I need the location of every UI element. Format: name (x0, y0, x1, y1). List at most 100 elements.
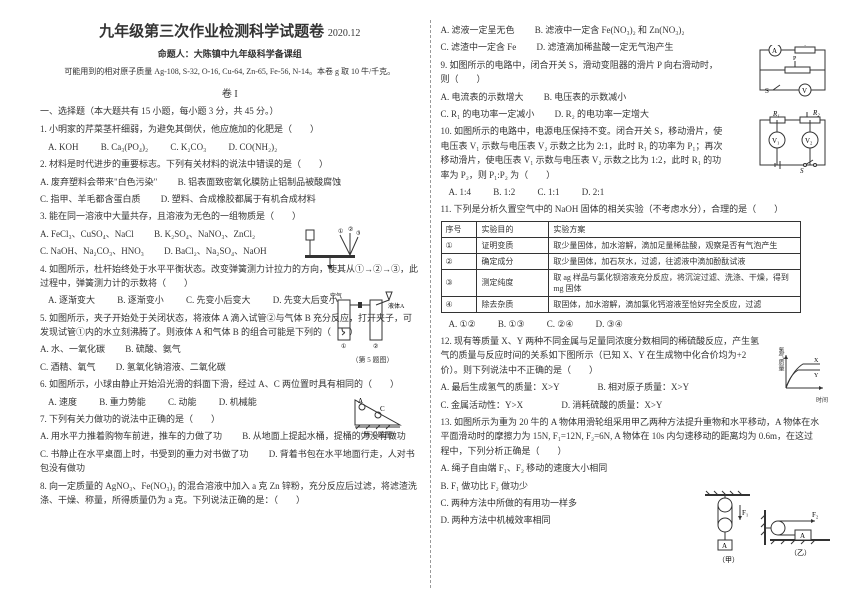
q11-A: A. ①② (449, 317, 476, 331)
svg-text:V: V (802, 87, 807, 95)
svg-text:Y: Y (814, 373, 819, 379)
q12-B: B. 相对原子质量：X>Y (598, 382, 690, 392)
svg-text:C: C (380, 405, 385, 413)
svg-text:F₁: F₁ (742, 509, 748, 517)
q5-C: C. 酒精、氧气 (40, 362, 96, 372)
q2-C: C. 指甲、羊毛都含蛋白质 (40, 194, 141, 204)
q3-B: B. K₂SO₄、NaNO₃、ZnCl₂ (154, 229, 255, 239)
svg-text:③: ③ (356, 230, 360, 237)
svg-text:R₁: R₁ (800, 45, 806, 47)
svg-text:②: ② (373, 343, 378, 350)
q4-C: C. 先变小后变大 (186, 293, 251, 307)
q2-stem: 2. 材料是时代进步的重要标志。下列有关材料的说法中错误的是（ ） (40, 157, 420, 171)
tube-diagram: ① ② 空气 液体A （第 5 题图） (330, 290, 415, 365)
q9-stem: 9. 如图所示的电路中，闭合开关 S，滑动变阻器的滑片 P 向右滑动时，则（ ） (441, 58, 726, 87)
q12-A: A. 最后生成氢气的质量：X>Y (441, 382, 560, 392)
svg-text:F₂: F₂ (812, 511, 819, 519)
svg-text:S: S (800, 167, 804, 175)
q6-stem: 6. 如图所示，小球由静止开始沿光滑的斜面下滑，经过 A、C 两位置时具有相同的… (40, 377, 420, 391)
svg-text:P: P (793, 56, 797, 62)
r4c1: ④ (441, 296, 477, 312)
q13-A: A. 绳子自由端 F₁、F₂ 移动的速度大小相同 (441, 461, 821, 475)
q4-B: B. 逐渐变小 (117, 293, 164, 307)
svg-text:（乙）: （乙） (790, 549, 811, 557)
q2-B: B. 铝表面致密氧化膜防止铝制品被酸腐蚀 (178, 177, 342, 187)
svg-text:S: S (765, 87, 769, 95)
svg-text:（甲）: （甲） (718, 556, 739, 564)
q12-D: D. 消耗硫酸的质量：X>Y (561, 400, 662, 410)
page-title: 九年级第三次作业检测科学试题卷 2020.12 (40, 20, 420, 41)
q8-stem: 8. 向一定质量的 AgNO₃、Fe(NO₃)₂ 的混合溶液中加入 a 克 Zn… (40, 479, 420, 508)
r1c2: 证明变质 (477, 237, 549, 253)
th2: 实验目的 (477, 221, 549, 237)
circuit-q10: R₁R₂V₁V₂S (755, 110, 830, 180)
q13-stem: 13. 如图所示为重为 20 牛的 A 物体用滑轮组采用甲乙两种方法提升重物和水… (441, 415, 821, 458)
q3-D: D. BaCl₂、Na₂SO₄、NaOH (164, 246, 266, 256)
section-1: 一、选择题（本大题共有 15 小题，每小题 3 分，共 45 分。） (40, 104, 420, 118)
author-line: 命题人：大陈镇中九年级科学备课组 (40, 47, 420, 60)
svg-text:A: A (772, 47, 777, 55)
q4-stem: 4. 如图所示，杜杆始终处于水平平衡状态。改变弹簧测力计拉力的方向，使其从①→②… (40, 262, 420, 291)
r3c1: ③ (441, 269, 477, 296)
svg-text:R₂: R₂ (812, 110, 820, 117)
masses-line: 可能用到的相对原子质量 Ag-108, S-32, O-16, Cu-64, Z… (40, 66, 420, 77)
lever-diagram: ①②③ (300, 225, 360, 270)
q5-B: B. 硫酸、氨气 (125, 344, 181, 354)
svg-text:R₁: R₁ (772, 110, 780, 118)
svg-text:A: A (358, 397, 363, 405)
q3-A: A. FeCl₃、CuSO₄、NaCl (40, 229, 134, 239)
q11-stem: 11. 下列是分析久置空气中的 NaOH 固体的相关实验（不考虑水分），合理的是… (441, 202, 821, 216)
r2c1: ② (441, 253, 477, 269)
r2c3: 取少量固体，加石灰水，过滤，往滤液中滴加酚酞试液 (549, 253, 801, 269)
q1-C: C. K₂CO₃ (170, 140, 206, 154)
fig6-label: （第 6 题图） (350, 430, 405, 440)
q5-D: D. 氢氧化钠溶液、二氧化碳 (116, 362, 226, 372)
q10-stem: 10. 如图所示的电路中，电源电压保持不变。闭合开关 S，移动滑片，使电压表 V… (441, 124, 726, 182)
q10-C: C. 1:1 (538, 185, 560, 199)
svg-text:A: A (800, 532, 805, 540)
q10-B: B. 1:2 (493, 185, 515, 199)
q3-stem: 3. 能在同一溶液中大量共存，且溶液为无色的一组物质是（ ） (40, 209, 420, 223)
juan-label: 卷 I (40, 85, 420, 100)
r2: B. 滤液中一定含 Fe(NO₃)₂ 和 Zn(NO₃)₂ (535, 25, 685, 35)
incline-diagram: A C （第 6 题图） (350, 395, 405, 440)
date-text: 2020.12 (328, 28, 361, 39)
q12-stem: 12. 现有等质量 X、Y 两种不同金属与足量同浓度分数相同的稀硫酸反应，产生氢… (441, 334, 764, 377)
svg-text:空气: 空气 (330, 292, 342, 300)
q4-D: D. 先变大后变小 (273, 293, 338, 307)
r1c3: 取少量固体，加水溶解，滴加足量稀盐酸，观察是否有气泡产生 (549, 237, 801, 253)
q6-C: C. 动能 (168, 395, 197, 409)
title-text: 九年级第三次作业检测科学试题卷 (99, 24, 324, 40)
r4: D. 滤渣滴加稀盐酸一定无气泡产生 (537, 42, 674, 52)
q11-B: B. ①③ (498, 317, 525, 331)
pulley-diagram: A F₁ （甲） A F₂ （乙） (700, 490, 830, 565)
q3-C: C. NaOH、Na₂CO₃、HNO₃ (40, 246, 144, 256)
r3c3: 取 ag 样品与氯化钡溶液充分反应，将沉淀过滤、洗涤、干燥，得到 mg 固体 (549, 269, 801, 296)
q5-A: A. 水、一氧化碳 (40, 344, 105, 354)
r3c2: 测定纯度 (477, 269, 549, 296)
svg-text:X: X (814, 358, 819, 364)
q4-A: A. 逐渐变大 (48, 293, 95, 307)
q9-A: A. 电流表的示数增大 (441, 92, 524, 102)
th1: 序号 (441, 221, 477, 237)
svg-text:V₂: V₂ (805, 137, 813, 145)
svg-text:液体A: 液体A (388, 302, 405, 310)
q1-stem: 1. 小明家的芹菜茎杆细弱，为避免其倒伏，他应施加的化肥是（ ） (40, 122, 420, 136)
th3: 实验方案 (549, 221, 801, 237)
q10-D: D. 2:1 (582, 185, 605, 199)
q2-D: D. 塑料、合成橡胶都属于有机合成材料 (161, 194, 316, 204)
r3: C. 滤渣中一定含 Fe (441, 42, 517, 52)
q6-B: B. 重力势能 (99, 395, 146, 409)
q9-B: B. 电压表的示数减小 (544, 92, 627, 102)
r4c2: 除去杂质 (477, 296, 549, 312)
svg-text:②: ② (348, 226, 353, 233)
fig5-label: （第 5 题图） (330, 355, 415, 365)
circuit-q9: A R₁ P S V (755, 45, 830, 100)
r4c3: 取固体，加水溶解，滴加氯化钙溶液至恰好完全反应，过滤 (549, 296, 801, 312)
r1: A. 滤液一定呈无色 (441, 25, 515, 35)
q11-C: C. ②④ (547, 317, 574, 331)
q6-D: D. 机械能 (219, 395, 257, 409)
q7-A: A. 用水平力推着购物车前进，推车的力做了功 (40, 431, 222, 441)
svg-text:①: ① (341, 343, 346, 350)
q7-C: C. 书静止在水平桌面上时，书受到的重力对书做了功 (40, 449, 249, 459)
